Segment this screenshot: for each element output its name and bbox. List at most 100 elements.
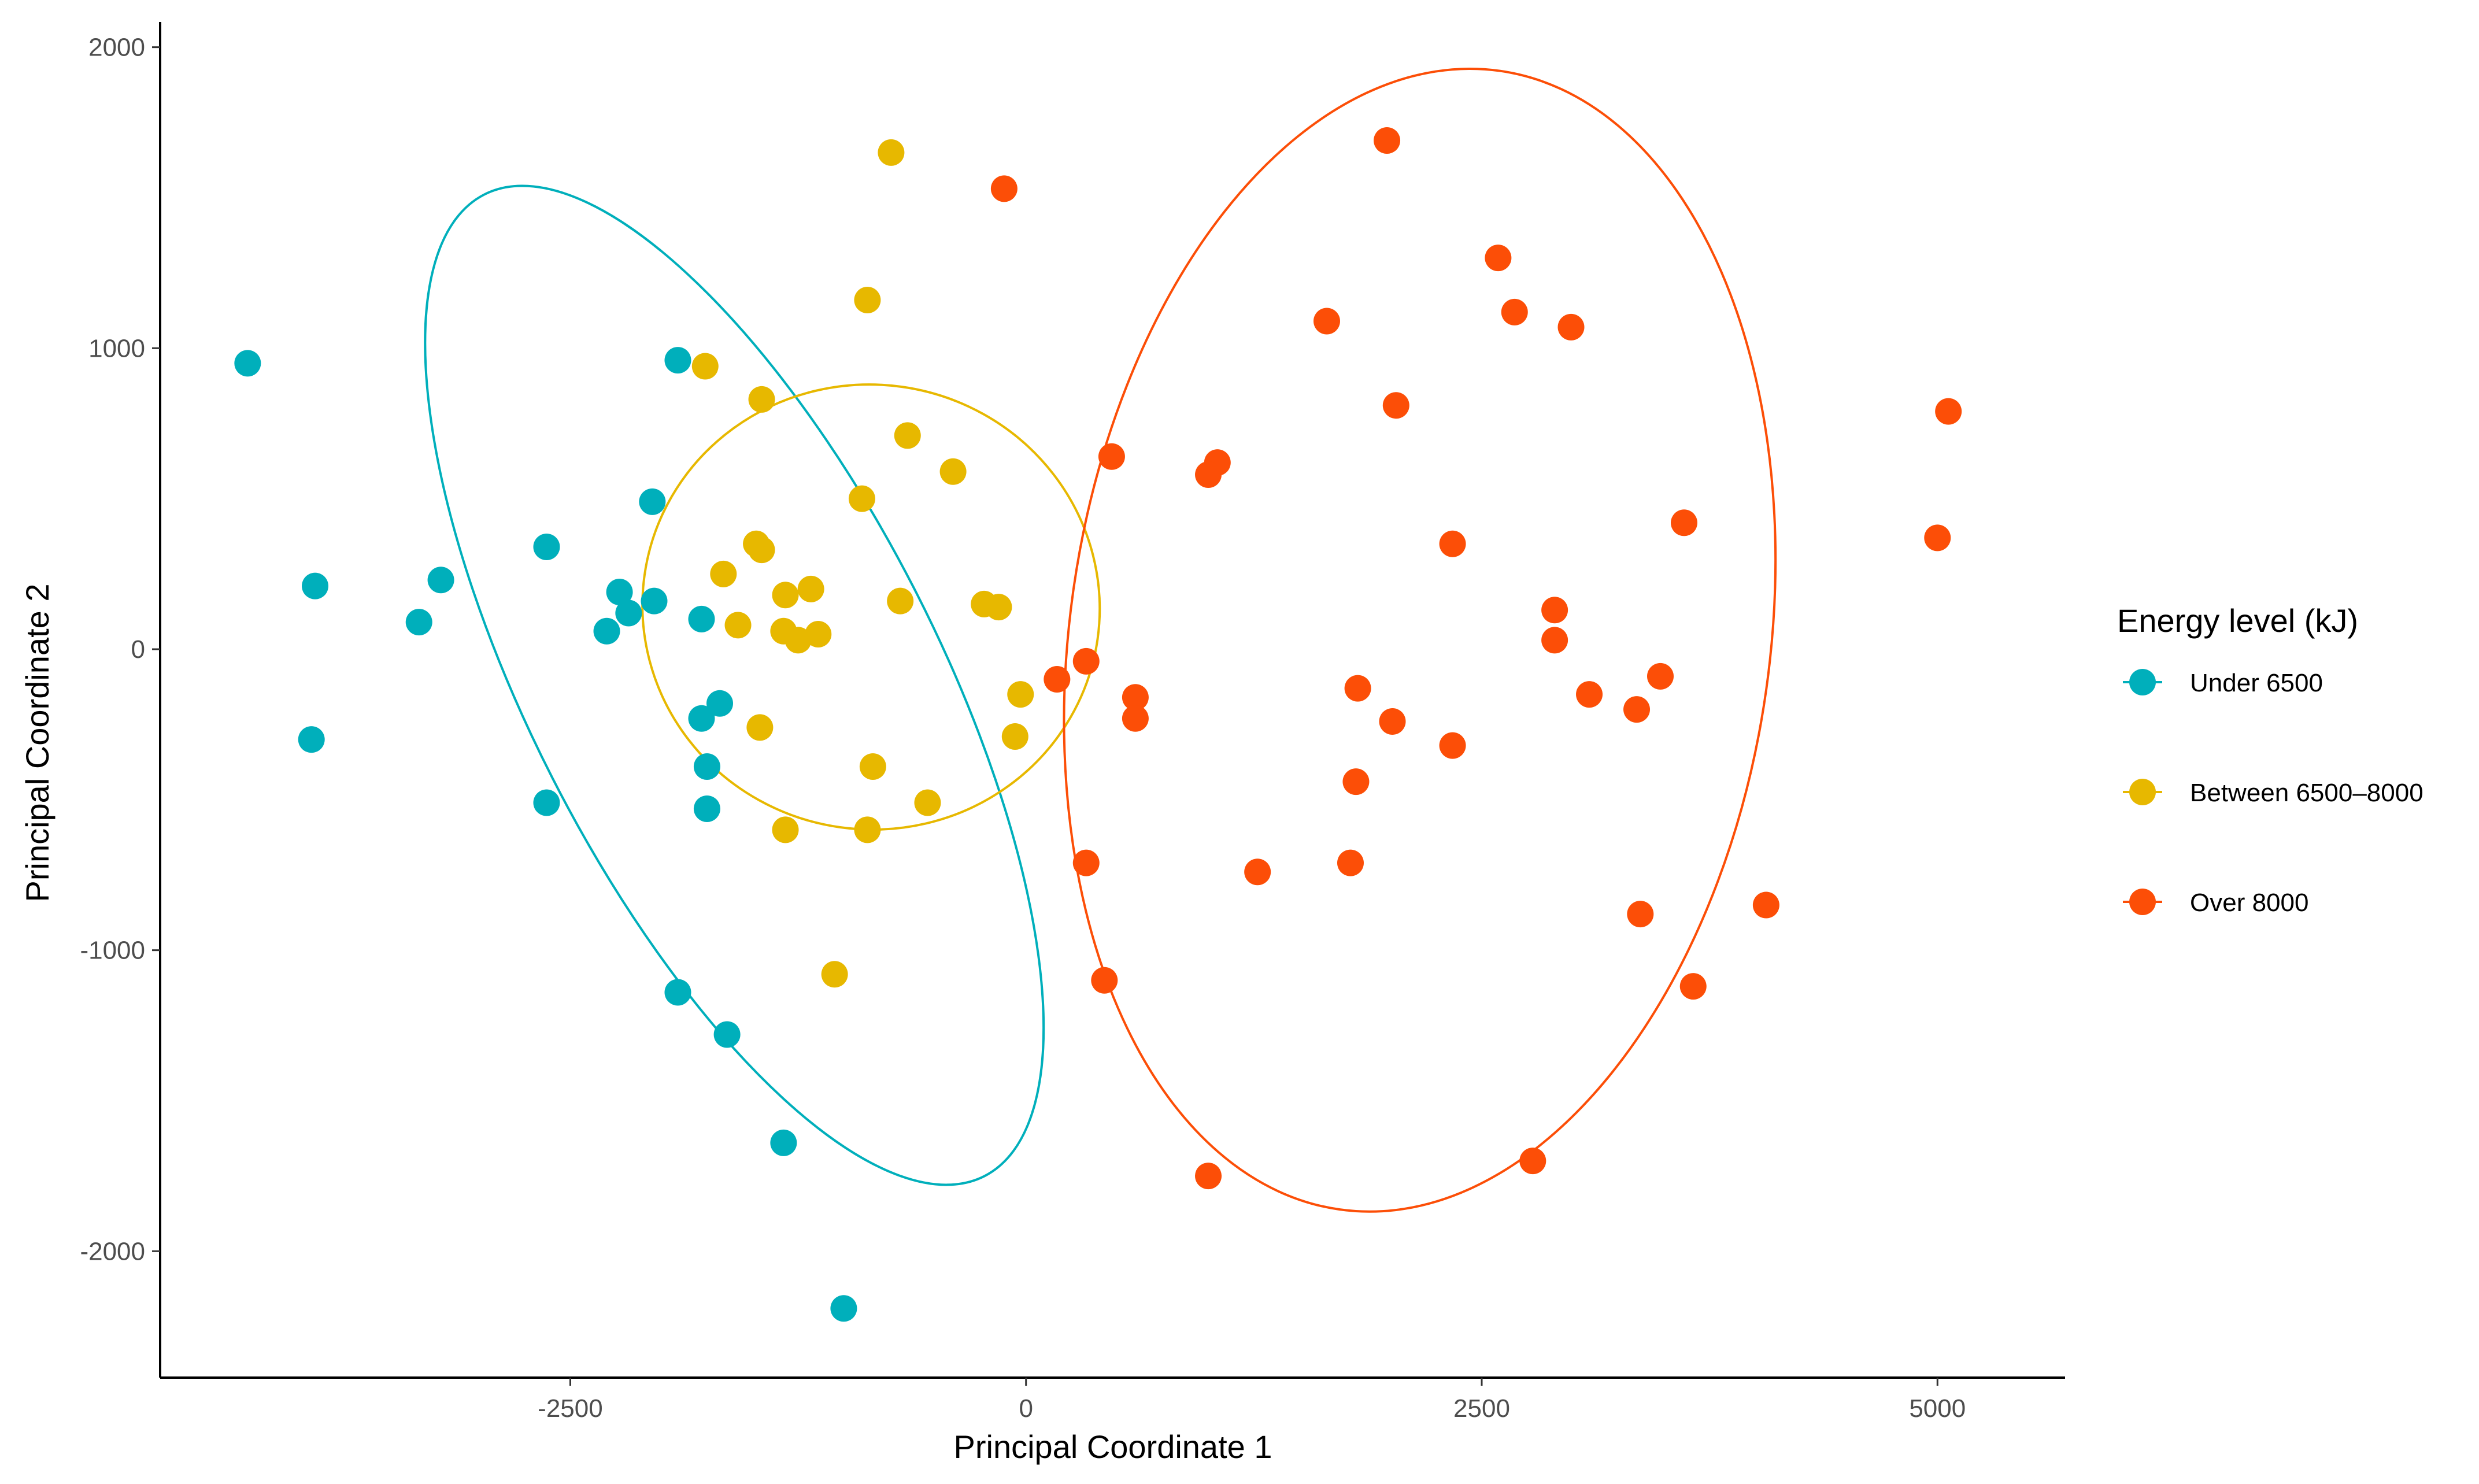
data-point-series-3 <box>1195 461 1222 488</box>
y-axis-title: Principal Coordinate 2 <box>19 584 56 902</box>
legend-label: Under 6500 <box>2190 669 2323 697</box>
data-point-series-3 <box>1091 967 1118 994</box>
legend-label: Over 8000 <box>2190 889 2308 917</box>
legend-key-point <box>2129 669 2156 695</box>
data-point-series-2 <box>854 816 881 843</box>
data-point-series-3 <box>1244 858 1271 886</box>
data-point-series-3 <box>1519 1148 1546 1175</box>
data-point-series-2 <box>859 753 886 780</box>
data-point-series-3 <box>1098 443 1125 470</box>
data-point-series-3 <box>1623 696 1651 723</box>
data-point-series-3 <box>990 175 1018 202</box>
data-point-series-3 <box>1122 684 1149 711</box>
data-point-series-1 <box>830 1295 857 1322</box>
data-point-series-1 <box>693 753 720 780</box>
data-point-series-1 <box>770 1129 797 1156</box>
data-point-series-3 <box>1671 509 1697 536</box>
y-tick-label: 2000 <box>88 34 145 62</box>
data-point-series-3 <box>1072 849 1100 876</box>
data-point-series-2 <box>772 582 799 609</box>
data-point-series-2 <box>748 536 775 564</box>
y-ticks: -2000 -1000 0 1000 2000 <box>80 34 160 1265</box>
data-point-series-1 <box>427 567 454 594</box>
data-point-series-1 <box>664 347 691 374</box>
data-point-series-1 <box>302 572 329 599</box>
data-point-series-1 <box>533 533 560 560</box>
x-ticks: -2500 0 2500 5000 <box>538 1378 1966 1423</box>
data-point-series-2 <box>691 353 719 380</box>
data-point-series-2 <box>914 789 941 816</box>
data-point-series-1 <box>533 789 560 816</box>
data-point-series-3 <box>1313 308 1340 335</box>
data-point-series-3 <box>1752 891 1779 919</box>
y-tick-label: 0 <box>131 635 145 664</box>
x-axis-title: Principal Coordinate 1 <box>954 1429 1272 1465</box>
data-point-series-3 <box>1342 768 1370 795</box>
data-point-series-3 <box>1072 647 1100 675</box>
data-point-series-2 <box>894 422 921 449</box>
data-point-series-1 <box>593 617 620 645</box>
data-point-series-2 <box>797 575 824 602</box>
data-point-series-3 <box>1935 398 1962 425</box>
data-point-series-1 <box>693 795 720 822</box>
data-point-series-3 <box>1044 666 1071 693</box>
data-point-series-3 <box>1379 708 1406 735</box>
data-point-series-3 <box>1647 663 1674 690</box>
data-point-series-1 <box>405 609 432 636</box>
data-point-series-1 <box>606 579 633 606</box>
data-point-series-2 <box>1001 723 1028 750</box>
data-point-series-3 <box>1374 127 1401 154</box>
ellipse-layer <box>424 67 1777 1213</box>
data-point-series-1 <box>706 690 734 717</box>
data-point-series-3 <box>1679 973 1707 1000</box>
confidence-ellipse-1 <box>424 184 1045 1186</box>
data-point-series-3 <box>1501 298 1528 325</box>
data-point-series-1 <box>234 350 261 377</box>
data-point-series-3 <box>1344 675 1371 702</box>
data-point-series-3 <box>1195 1163 1222 1190</box>
legend-key-point <box>2129 889 2156 915</box>
point-layer <box>234 127 1962 1322</box>
data-point-series-3 <box>1382 392 1409 419</box>
data-point-series-2 <box>939 458 967 485</box>
data-point-series-2 <box>985 594 1012 621</box>
data-point-series-2 <box>785 627 812 654</box>
confidence-ellipse-3 <box>1063 67 1777 1213</box>
data-point-series-1 <box>639 488 666 515</box>
legend: Energy level (kJ) Under 6500 Between 6500… <box>2117 602 2424 917</box>
y-tick-label: -2000 <box>80 1237 145 1265</box>
y-tick-label: -1000 <box>80 937 145 965</box>
confidence-ellipse-2 <box>641 383 1101 831</box>
data-point-series-2 <box>724 612 752 639</box>
data-point-series-2 <box>848 485 875 512</box>
data-point-series-3 <box>1924 524 1951 552</box>
data-point-series-1 <box>688 705 715 732</box>
data-point-series-2 <box>854 287 881 314</box>
data-point-series-1 <box>688 605 715 632</box>
data-point-series-2 <box>878 139 905 166</box>
data-point-series-3 <box>1576 681 1603 708</box>
legend-label: Between 6500–8000 <box>2190 779 2424 807</box>
data-point-series-3 <box>1439 732 1466 759</box>
data-point-series-3 <box>1627 901 1654 928</box>
data-point-series-2 <box>748 386 775 413</box>
x-tick-label: 2500 <box>1453 1394 1510 1423</box>
data-point-series-3 <box>1541 597 1568 624</box>
data-point-series-3 <box>1122 705 1149 732</box>
data-point-series-3 <box>1439 530 1466 557</box>
data-point-series-2 <box>821 961 848 988</box>
y-tick-label: 1000 <box>88 334 145 362</box>
data-point-series-2 <box>1007 681 1034 708</box>
data-point-series-2 <box>772 816 799 843</box>
legend-key-point <box>2129 779 2156 805</box>
data-point-series-3 <box>1541 627 1568 654</box>
x-tick-label: 5000 <box>1909 1394 1966 1423</box>
data-point-series-1 <box>298 726 325 753</box>
data-point-series-2 <box>710 560 737 587</box>
x-tick-label: 0 <box>1019 1394 1033 1423</box>
legend-title: Energy level (kJ) <box>2117 602 2358 639</box>
data-point-series-3 <box>1557 313 1585 341</box>
data-point-series-2 <box>746 714 774 741</box>
data-point-series-1 <box>664 979 691 1006</box>
